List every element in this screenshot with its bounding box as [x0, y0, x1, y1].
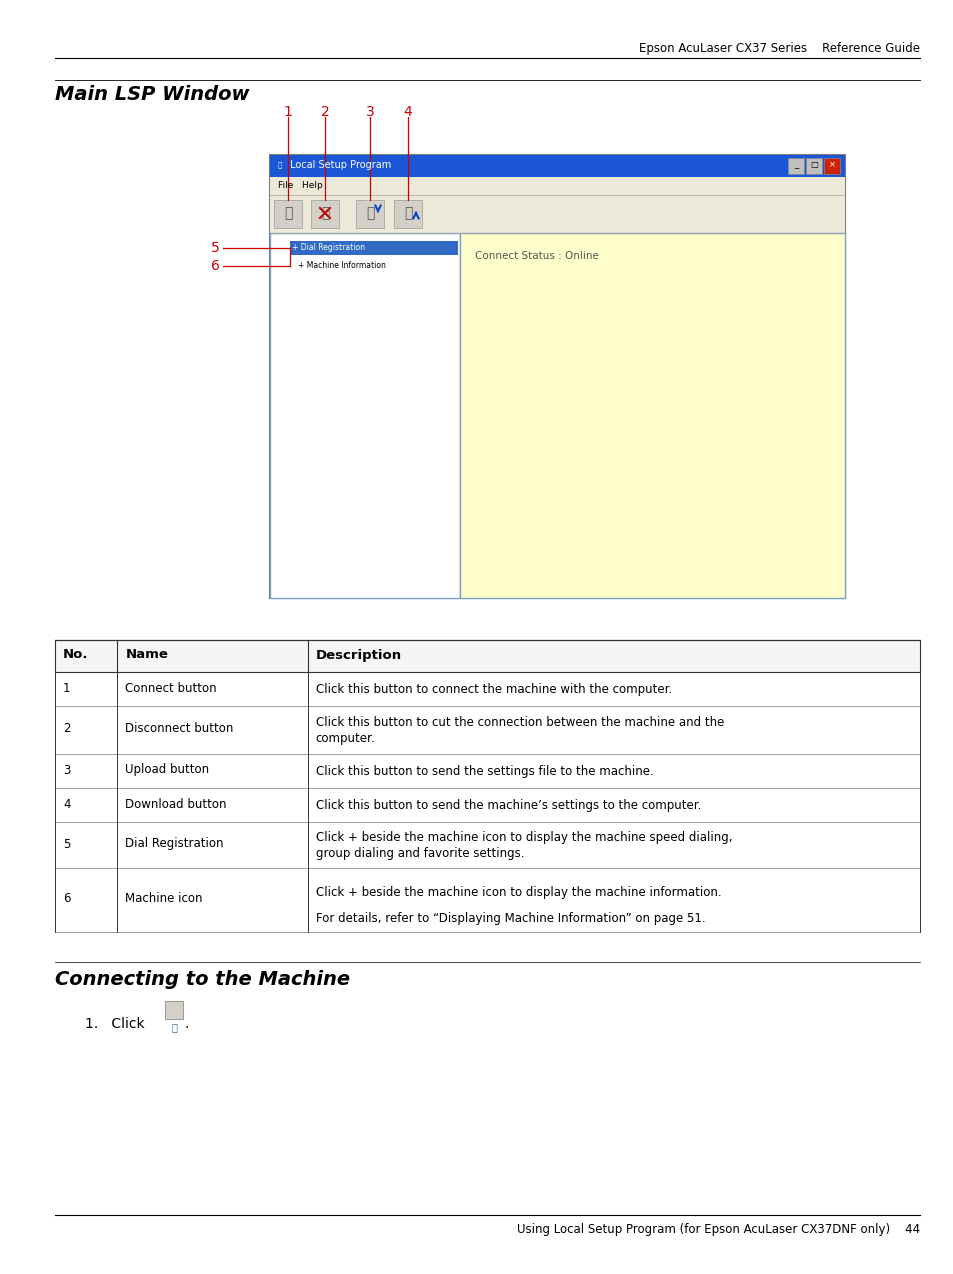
- Text: 1.   Click: 1. Click: [85, 1017, 145, 1031]
- FancyBboxPatch shape: [270, 155, 844, 177]
- Text: 🖨: 🖨: [365, 206, 374, 220]
- FancyBboxPatch shape: [394, 200, 421, 228]
- FancyBboxPatch shape: [823, 158, 840, 175]
- Text: + Dial Registration: + Dial Registration: [292, 243, 365, 252]
- Text: Using Local Setup Program (for Epson AcuLaser CX37DNF only)    44: Using Local Setup Program (for Epson Acu…: [517, 1223, 919, 1236]
- Text: 4: 4: [63, 798, 71, 810]
- Text: ×: ×: [827, 161, 835, 169]
- Text: 2: 2: [63, 722, 71, 735]
- Text: Description: Description: [315, 648, 401, 661]
- Text: Click + beside the machine icon to display the machine speed dialing,: Click + beside the machine icon to displ…: [315, 831, 731, 843]
- FancyBboxPatch shape: [270, 177, 844, 195]
- Text: 2: 2: [320, 104, 329, 118]
- Text: File   Help: File Help: [277, 181, 322, 190]
- Text: Download button: Download button: [125, 798, 227, 810]
- FancyBboxPatch shape: [270, 155, 844, 598]
- Text: No.: No.: [63, 648, 89, 661]
- FancyBboxPatch shape: [459, 233, 844, 598]
- Text: Click this button to send the machine’s settings to the computer.: Click this button to send the machine’s …: [315, 799, 700, 812]
- Text: Connect button: Connect button: [125, 682, 216, 694]
- Text: Click + beside the machine icon to display the machine information.: Click + beside the machine icon to displ…: [315, 885, 720, 899]
- Text: 3: 3: [63, 763, 71, 776]
- FancyBboxPatch shape: [311, 200, 338, 228]
- Text: group dialing and favorite settings.: group dialing and favorite settings.: [315, 847, 523, 860]
- FancyBboxPatch shape: [270, 195, 844, 233]
- Text: 6: 6: [211, 259, 219, 273]
- Text: Connecting to the Machine: Connecting to the Machine: [55, 970, 350, 989]
- Text: 3: 3: [365, 104, 374, 118]
- Text: computer.: computer.: [315, 733, 375, 745]
- Text: Connect Status : Online: Connect Status : Online: [475, 251, 598, 261]
- Text: .: .: [185, 1017, 190, 1031]
- FancyBboxPatch shape: [165, 1001, 183, 1019]
- Text: _: _: [793, 161, 798, 169]
- Text: + Machine Information: + Machine Information: [297, 261, 385, 270]
- Text: Click this button to cut the connection between the machine and the: Click this button to cut the connection …: [315, 716, 723, 729]
- Text: Local Setup Program: Local Setup Program: [290, 161, 391, 169]
- Text: Click this button to send the settings file to the machine.: Click this button to send the settings f…: [315, 764, 653, 778]
- Text: 🖨: 🖨: [403, 206, 412, 220]
- FancyBboxPatch shape: [274, 200, 302, 228]
- FancyBboxPatch shape: [290, 241, 457, 255]
- Text: Click this button to connect the machine with the computer.: Click this button to connect the machine…: [315, 683, 671, 696]
- Text: For details, refer to “Displaying Machine Information” on page 51.: For details, refer to “Displaying Machin…: [315, 912, 704, 925]
- Text: 🖨: 🖨: [320, 206, 329, 220]
- Text: Name: Name: [125, 648, 168, 661]
- Text: 1: 1: [283, 104, 293, 118]
- Text: Dial Registration: Dial Registration: [125, 837, 224, 851]
- Text: 🖨: 🖨: [283, 206, 292, 220]
- Text: 6: 6: [63, 893, 71, 906]
- Text: 5: 5: [211, 241, 219, 255]
- Text: 🖥: 🖥: [277, 162, 282, 168]
- Text: Machine icon: Machine icon: [125, 893, 203, 906]
- Text: Main LSP Window: Main LSP Window: [55, 85, 250, 104]
- Text: □: □: [809, 161, 817, 169]
- Text: 1: 1: [63, 682, 71, 694]
- FancyBboxPatch shape: [805, 158, 821, 175]
- Text: 4: 4: [403, 104, 412, 118]
- Text: 5: 5: [63, 837, 71, 851]
- FancyBboxPatch shape: [355, 200, 384, 228]
- Text: Epson AcuLaser CX37 Series    Reference Guide: Epson AcuLaser CX37 Series Reference Gui…: [639, 42, 919, 55]
- Text: Upload button: Upload button: [125, 763, 210, 776]
- FancyBboxPatch shape: [787, 158, 803, 175]
- Text: Disconnect button: Disconnect button: [125, 722, 233, 735]
- Text: 🖨: 🖨: [171, 1022, 176, 1032]
- FancyBboxPatch shape: [55, 640, 919, 671]
- FancyBboxPatch shape: [270, 233, 459, 598]
